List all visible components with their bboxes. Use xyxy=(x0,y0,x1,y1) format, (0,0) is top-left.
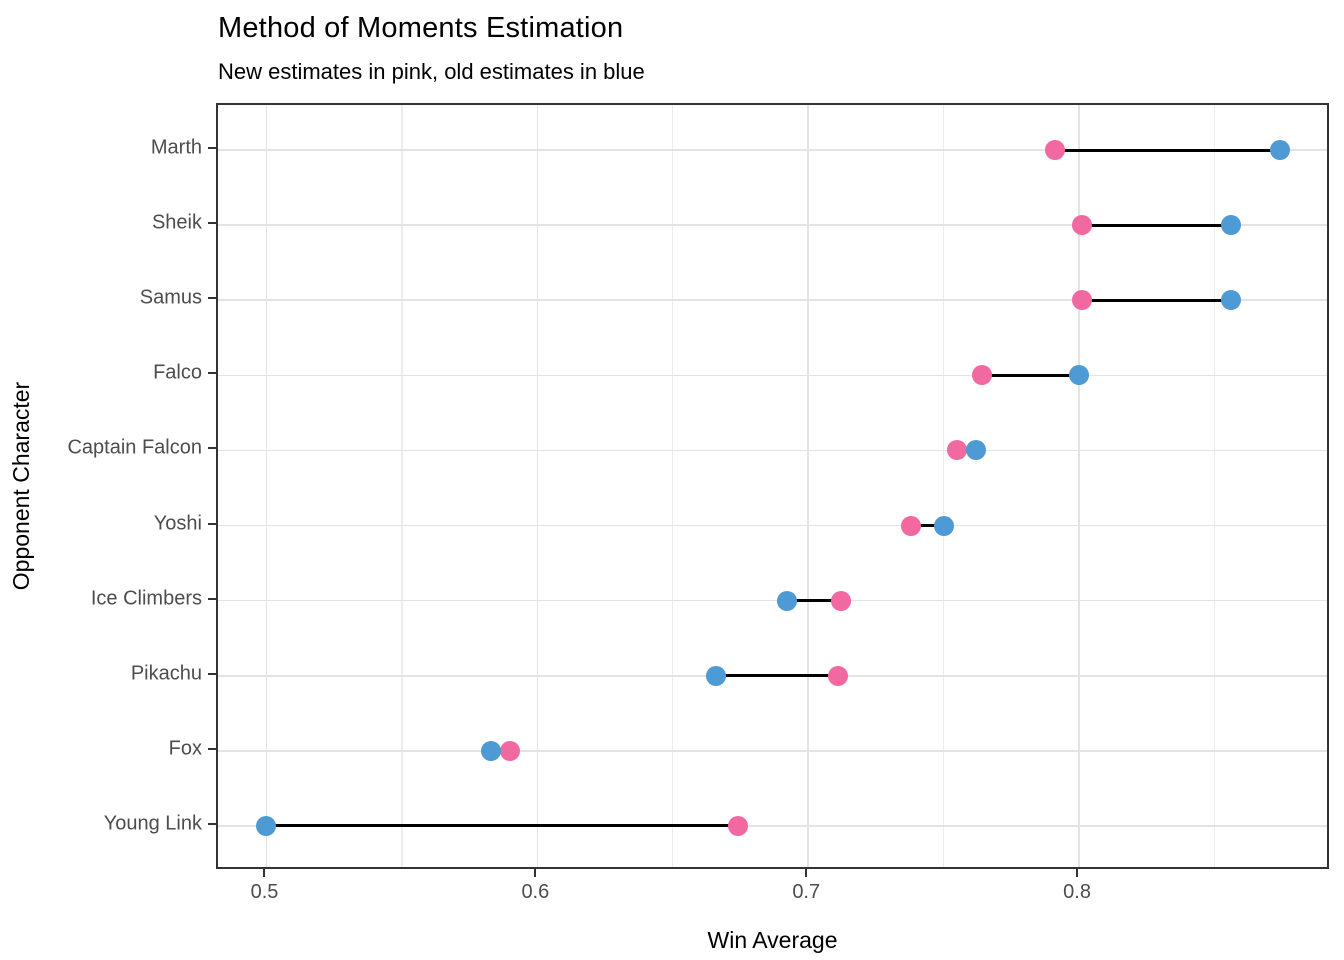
x-tick-label: 0.5 xyxy=(250,881,279,903)
dot-old-estimate xyxy=(966,440,987,461)
gridline-x-minor xyxy=(943,105,945,867)
chart-subtitle: New estimates in pink, old estimates in … xyxy=(218,59,645,84)
y-tick-label: Sheik xyxy=(151,211,202,234)
y-tick-label: Marth xyxy=(150,136,202,159)
x-tick-mark xyxy=(263,869,266,877)
dot-new-estimate xyxy=(901,515,922,536)
connector-line xyxy=(266,824,738,828)
gridline-y-major xyxy=(218,750,1327,752)
x-tick-label: 0.7 xyxy=(792,881,821,903)
dot-old-estimate xyxy=(256,815,277,836)
y-tick-label: Pikachu xyxy=(130,662,202,685)
dot-new-estimate xyxy=(971,365,992,386)
gridline-y-major xyxy=(218,374,1327,377)
y-tick-label: Fox xyxy=(168,737,202,760)
dot-new-estimate xyxy=(1044,140,1065,161)
y-tick-mark xyxy=(208,522,216,525)
connector-line xyxy=(981,373,1080,377)
x-tick-label: 0.8 xyxy=(1063,881,1091,903)
gridline-x-minor xyxy=(1213,105,1216,867)
y-tick-label: Yoshi xyxy=(153,512,202,535)
dot-old-estimate xyxy=(776,590,797,611)
gridline-x-minor xyxy=(672,105,674,867)
connector-line xyxy=(1081,223,1231,227)
y-tick-mark xyxy=(208,447,216,450)
x-axis-title: Win Average xyxy=(707,927,838,953)
gridline-y-major xyxy=(218,599,1327,602)
y-tick-mark xyxy=(208,672,216,675)
dot-new-estimate xyxy=(500,740,521,761)
x-tick-mark xyxy=(534,869,537,877)
gridline-x-major xyxy=(807,105,810,867)
dot-old-estimate xyxy=(1220,290,1241,311)
gridline-y-major xyxy=(218,825,1327,827)
y-tick-mark xyxy=(208,372,216,375)
dot-new-estimate xyxy=(1071,290,1092,311)
y-tick-mark xyxy=(208,822,216,825)
connector-line xyxy=(716,674,839,678)
dot-new-estimate xyxy=(727,815,748,836)
dot-new-estimate xyxy=(1071,215,1092,236)
dot-new-estimate xyxy=(830,590,851,611)
connector-line xyxy=(786,599,841,603)
dot-old-estimate xyxy=(1220,215,1241,236)
x-tick-mark xyxy=(1076,869,1079,877)
gridline-y-major xyxy=(218,449,1327,452)
connector-line xyxy=(1081,298,1231,302)
connector-line xyxy=(911,524,944,528)
y-tick-mark xyxy=(208,747,216,750)
y-tick-mark xyxy=(208,147,216,150)
gridline-x-major xyxy=(1078,105,1080,867)
y-axis-title: Opponent Character xyxy=(8,381,34,591)
dot-old-estimate xyxy=(706,665,727,686)
y-tick-label: Samus xyxy=(139,286,202,309)
gridline-x-major xyxy=(265,105,268,867)
gridline-y-major xyxy=(218,224,1327,226)
gridline-x-major xyxy=(536,105,539,867)
y-tick-mark xyxy=(208,597,216,600)
gridline-x-minor xyxy=(401,105,403,867)
y-tick-label: Captain Falcon xyxy=(67,436,202,459)
dot-old-estimate xyxy=(1069,365,1090,386)
chart-title: Method of Moments Estimation xyxy=(218,12,624,44)
gridline-y-major xyxy=(218,524,1327,527)
y-tick-label: Ice Climbers xyxy=(90,587,202,610)
y-tick-label: Young Link xyxy=(103,812,202,835)
gridline-y-major xyxy=(218,149,1327,151)
gridline-y-major xyxy=(218,299,1327,302)
dot-new-estimate xyxy=(947,440,968,461)
dot-old-estimate xyxy=(1269,140,1290,161)
x-tick-label: 0.6 xyxy=(521,881,550,903)
x-tick-mark xyxy=(805,869,808,877)
dot-old-estimate xyxy=(933,515,954,536)
dot-old-estimate xyxy=(481,740,502,761)
connector-line xyxy=(1054,148,1280,152)
y-tick-label: Falco xyxy=(153,361,202,384)
plot-panel xyxy=(216,103,1329,869)
y-tick-mark xyxy=(208,222,216,225)
y-tick-mark xyxy=(208,297,216,300)
dot-new-estimate xyxy=(828,665,849,686)
